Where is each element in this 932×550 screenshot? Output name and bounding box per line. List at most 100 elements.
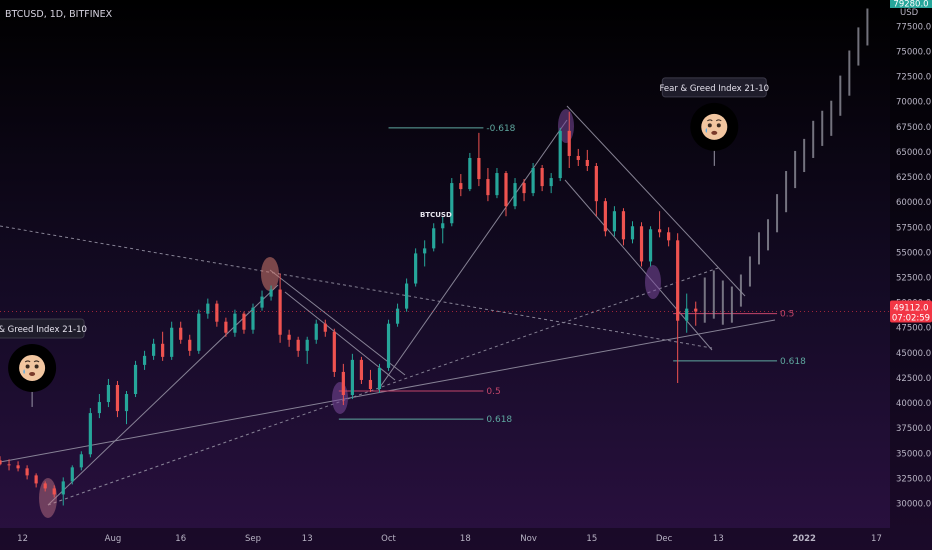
candle-body: [34, 475, 38, 484]
candle-body: [549, 178, 553, 187]
candle-body: [648, 229, 653, 262]
candle: [694, 301, 698, 326]
candle: [242, 311, 246, 334]
candle-body: [251, 307, 255, 330]
y-tick-label: 62500.0: [896, 173, 931, 183]
candle-body: [179, 327, 183, 340]
candle: [61, 477, 65, 506]
candle-body: [423, 248, 427, 254]
y-tick-label: 42500.0: [896, 374, 931, 384]
candle: [197, 309, 201, 354]
symbol-watermark: BTCUSD: [420, 211, 452, 219]
candle: [468, 152, 472, 192]
candle: [531, 162, 535, 197]
candle-body: [395, 308, 400, 324]
pivot-highlight: [261, 257, 279, 291]
candle: [504, 171, 508, 217]
candle: [161, 331, 165, 361]
candle: [224, 317, 228, 337]
candle-body: [540, 168, 544, 187]
candle: [486, 168, 490, 202]
last-price-value: 49112.0: [893, 304, 928, 314]
x-tick-label: 15: [586, 534, 597, 544]
note-text: Fear & Greed Index 21-10: [659, 84, 769, 94]
candle: [594, 162, 598, 217]
candle: [377, 363, 382, 394]
note-callout[interactable]: Fear & Greed Index 21-10: [659, 77, 769, 166]
candle-body: [504, 173, 508, 207]
candle-body: [368, 379, 373, 389]
candle: [612, 206, 617, 237]
candle: [432, 223, 436, 252]
x-tick-label: 12: [17, 534, 28, 544]
candle: [441, 216, 445, 244]
candle-body: [7, 464, 11, 466]
candle-body: [404, 283, 409, 309]
candle: [152, 338, 156, 360]
candle-body: [477, 157, 481, 180]
time-axis-panel[interactable]: [0, 528, 932, 550]
dashed-resistance-line: [0, 225, 713, 349]
candle: [603, 198, 607, 237]
candle-body: [630, 226, 635, 240]
candle: [34, 473, 38, 488]
last-price-badge[interactable]: [890, 300, 932, 323]
candle-body: [676, 240, 680, 321]
candle: [142, 350, 147, 370]
candle-body: [106, 384, 111, 403]
candle-body: [657, 229, 662, 233]
candle-body: [612, 211, 617, 232]
time-axis: 12 Aug 16 Sep 13 Oct 18 Nov 15 Dec 13 2022 17: [17, 534, 882, 544]
candle-body: [621, 211, 626, 240]
candle-body: [305, 339, 309, 351]
candle: [648, 226, 653, 267]
y-tick-label: 55000.0: [896, 248, 931, 258]
note-callout[interactable]: Fear & Greed Index 21-10: [0, 318, 87, 407]
y-tick-label: 30000.0: [896, 500, 931, 510]
candle: [404, 278, 409, 312]
candle: [450, 178, 454, 227]
candle-body: [441, 223, 445, 229]
y-tick-label: 67500.0: [896, 123, 931, 133]
x-tick-label: 2022: [792, 534, 816, 544]
y-tick-label: 32500.0: [896, 474, 931, 484]
candle-body: [43, 483, 47, 489]
candle: [667, 227, 671, 247]
candle-body: [558, 130, 562, 179]
candle-body: [667, 232, 671, 241]
price-axis: 30000.0 32500.0 35000.0 37500.0 40000.0 42500…: [896, 22, 931, 509]
note-box: [0, 318, 85, 339]
x-tick-label: Sep: [245, 534, 261, 544]
x-tick-label: 16: [175, 534, 186, 544]
candle-body: [459, 183, 463, 190]
candle-body: [594, 166, 598, 202]
candle-body: [522, 183, 526, 194]
candle: [7, 459, 11, 471]
price-axis-panel[interactable]: [890, 0, 932, 528]
candle: [332, 328, 336, 377]
channel-line-nov-b: [564, 179, 713, 351]
candle-body: [603, 201, 607, 232]
candle-body: [115, 384, 120, 412]
symbol-header: BTCUSD, 1D, BITFINEX: [5, 9, 113, 20]
candle: [685, 293, 689, 333]
candle: [540, 165, 544, 192]
candle-body: [70, 467, 74, 482]
candle: [495, 168, 499, 199]
candle: [115, 380, 120, 418]
candle: [558, 127, 562, 182]
x-tick-label: Aug: [105, 534, 122, 544]
candle-countdown: 07:02:59: [892, 314, 930, 324]
y-tick-label: 47500.0: [896, 324, 931, 334]
candle: [567, 111, 571, 169]
fib-level-label: 0.5: [486, 387, 500, 397]
candle-body: [287, 334, 291, 340]
candle: [287, 329, 291, 347]
candle: [170, 321, 174, 360]
y-tick-label: 75000.0: [896, 48, 931, 58]
channel-line-lower-sep: [47, 284, 279, 506]
candle: [0, 456, 2, 466]
candle-body: [585, 159, 589, 167]
